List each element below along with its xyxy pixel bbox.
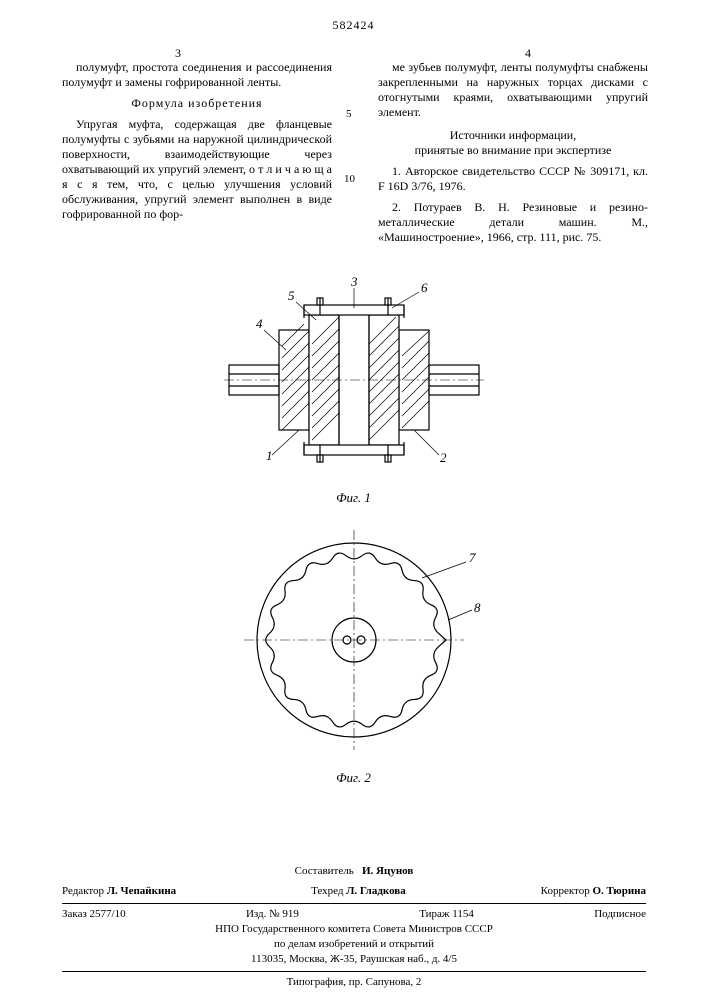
fig1-label-1: 1	[266, 448, 273, 463]
edition-number: Изд. № 919	[246, 908, 299, 922]
figures-area: 1 2 3 4 5 6 Фиг. 1 7 8	[0, 270, 707, 811]
editor-name: Л. Чепайкина	[107, 885, 176, 897]
doc-number: 582424	[0, 18, 707, 33]
corrector-name: О. Тюрина	[592, 885, 646, 897]
figure-2-caption: Фиг. 2	[0, 770, 707, 786]
techred-label: Техред	[311, 885, 343, 897]
line-number-10: 10	[344, 173, 355, 187]
left-column: полумуфт, простота соединения и рассоеди…	[62, 60, 332, 228]
right-column: ме зубьев полумуфт, ленты полумуфты снаб…	[378, 60, 648, 251]
fig1-label-3: 3	[350, 274, 358, 289]
footer: Составитель И. Яцунов Редактор Л. Чепайк…	[62, 865, 646, 990]
techred-name: Л. Гладкова	[346, 885, 406, 897]
sources-heading-1: Источники информации,	[378, 128, 648, 143]
fig1-label-5: 5	[288, 288, 295, 303]
figure-1-caption: Фиг. 1	[0, 490, 707, 506]
address-line: 113035, Москва, Ж-35, Раушская наб., д. …	[62, 953, 646, 967]
formula-heading: Формула изобретения	[62, 96, 332, 111]
fig1-label-4: 4	[256, 316, 263, 331]
figure-1-svg: 1 2 3 4 5 6	[224, 270, 484, 480]
reference-1: 1. Авторское свидетельство СССР № 309171…	[378, 164, 648, 194]
page-number-left: 3	[175, 46, 181, 61]
left-paragraph-1: полумуфт, простота соединения и рассоеди…	[62, 60, 332, 90]
tirazh: Тираж 1154	[419, 908, 474, 922]
corrector-label: Корректор	[541, 885, 590, 897]
typography-line: Типография, пр. Сапунова, 2	[62, 976, 646, 990]
org-line-2: по делам изобретений и открытий	[62, 938, 646, 952]
fig1-label-6: 6	[421, 280, 428, 295]
order-number: Заказ 2577/10	[62, 908, 126, 922]
sources-heading-2: принятые во внимание при экспертизе	[378, 143, 648, 158]
figure-2-svg: 7 8	[224, 530, 484, 760]
right-paragraph-1: ме зубьев полумуфт, ленты полумуфты снаб…	[378, 60, 648, 120]
editor-label: Редактор	[62, 885, 104, 897]
org-line-1: НПО Государственного комитета Совета Мин…	[62, 923, 646, 937]
line-number-5: 5	[346, 108, 352, 122]
podpisnoe: Подписное	[594, 908, 646, 922]
fig2-label-8: 8	[474, 600, 481, 615]
reference-2: 2. Потураев В. Н. Резиновые и резино-мет…	[378, 200, 648, 245]
compiler-label: Составитель	[295, 865, 354, 879]
left-paragraph-2: Упругая муфта, содержащая две фланцевые …	[62, 117, 332, 222]
fig1-label-2: 2	[440, 450, 447, 465]
page-number-right: 4	[525, 46, 531, 61]
compiler-name: И. Яцунов	[362, 865, 413, 879]
fig2-label-7: 7	[469, 550, 476, 565]
